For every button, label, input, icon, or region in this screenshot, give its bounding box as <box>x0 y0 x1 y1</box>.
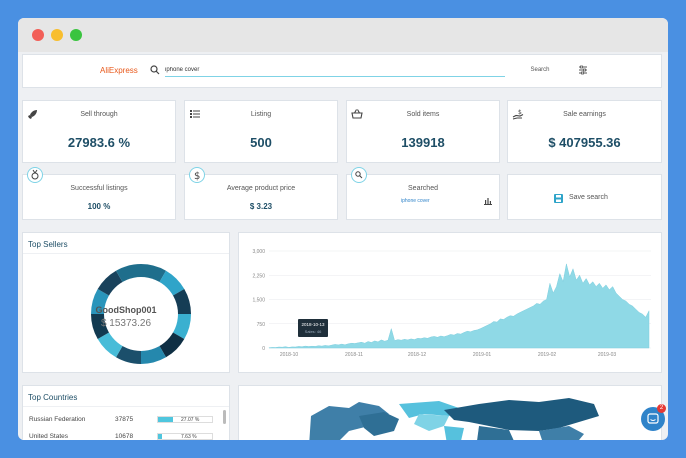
searched-card: Searched iphone cover <box>346 167 500 220</box>
average-price-value: $ 3.23 <box>249 202 273 211</box>
country-count: 10678 <box>115 433 134 440</box>
rocket-icon <box>28 110 37 119</box>
country-bar-fill <box>158 434 163 439</box>
y-tick-label: 2,250 <box>252 273 265 279</box>
sell-through-card: Sell through 27983.6 % <box>22 100 176 163</box>
country-percent: 27.07 % <box>181 417 200 423</box>
medal-icon <box>27 167 43 183</box>
world-map-card <box>238 385 662 440</box>
divider <box>23 253 229 254</box>
y-tick-label: 1,500 <box>252 298 265 304</box>
x-tick-label: 2019-01 <box>473 352 492 358</box>
top-seller-name: GoodShop001 <box>95 305 157 315</box>
maximize-window-button[interactable] <box>70 29 82 41</box>
app-window: AliExpress Search Sell through 27983.6 % <box>18 18 668 440</box>
filter-settings-icon[interactable] <box>578 65 588 75</box>
x-tick-label: 2018-12 <box>408 352 427 358</box>
successful-listings-label: Successful listings <box>70 185 128 192</box>
chat-notification-badge: 2 <box>657 404 666 413</box>
tooltip-sales: Sales: 46 <box>304 329 322 334</box>
minimize-window-button[interactable] <box>51 29 63 41</box>
svg-text:$: $ <box>194 171 200 182</box>
chat-button[interactable]: 2 <box>641 404 666 431</box>
country-count: 37875 <box>115 416 134 423</box>
bar-chart-icon[interactable] <box>484 197 492 205</box>
world-map[interactable] <box>239 386 662 440</box>
close-window-button[interactable] <box>32 29 44 41</box>
sell-through-value: 27983.6 % <box>67 135 131 150</box>
searched-term-link[interactable]: iphone cover <box>401 198 430 204</box>
successful-listings-value: 100 % <box>87 202 111 211</box>
top-seller-value: $ 15373.26 <box>100 318 152 329</box>
save-search-card[interactable]: Save search <box>507 174 662 220</box>
search-input[interactable] <box>165 64 505 77</box>
basket-icon <box>351 109 363 119</box>
sale-earnings-label: Sale earnings <box>563 111 606 118</box>
sold-items-label: Sold items <box>406 111 440 118</box>
top-sellers-donut[interactable] <box>86 259 196 369</box>
list-icon <box>190 110 200 118</box>
top-sellers-card: Top Sellers GoodShop001 $ 15373.26 <box>22 232 230 373</box>
x-tick-label: 2018-10 <box>280 352 299 358</box>
country-name: United States <box>29 433 69 440</box>
money-hand-icon: $ <box>512 109 524 120</box>
y-tick-label: 3,000 <box>252 249 265 255</box>
sold-items-value: 139918 <box>401 135 445 150</box>
chat-icon <box>647 413 659 424</box>
aliexpress-logo: AliExpress <box>100 66 138 75</box>
country-bar-fill <box>158 417 173 422</box>
search-icon <box>150 65 160 75</box>
searched-label: Searched <box>408 185 438 192</box>
country-bar <box>157 433 213 440</box>
y-tick-label: 750 <box>257 322 266 328</box>
country-percent: 7.63 % <box>181 434 197 440</box>
sale-earnings-value: $ 407955.36 <box>548 135 621 150</box>
country-bar <box>157 416 213 423</box>
sell-through-label: Sell through <box>80 111 118 118</box>
listing-card: Listing 500 <box>184 100 338 163</box>
top-countries-card: Top Countries Russian Federation 37875 2… <box>22 385 230 440</box>
top-countries-title: Top Countries <box>28 393 78 402</box>
successful-listings-card: Successful listings 100 % <box>22 167 176 220</box>
sold-items-card: Sold items 139918 <box>346 100 500 163</box>
y-tick-label: 0 <box>262 346 265 352</box>
magnifier-icon <box>351 167 367 183</box>
title-bar <box>18 18 668 52</box>
save-search-label: Save search <box>569 194 608 201</box>
top-sellers-title: Top Sellers <box>28 240 68 249</box>
sales-chart-card: 0 750 1,500 2,250 3,000 2018-10 2018-11 2018-1… <box>238 232 662 373</box>
save-icon <box>554 194 563 203</box>
sales-area-chart[interactable]: 0 750 1,500 2,250 3,000 2018-10 2018-11 2018-1… <box>239 233 663 374</box>
average-price-label: Average product price <box>226 185 296 192</box>
listing-label: Listing <box>250 111 272 118</box>
scrollbar[interactable] <box>223 410 226 424</box>
search-button[interactable]: Search <box>523 63 557 77</box>
average-price-card: $ Average product price $ 3.23 <box>184 167 338 220</box>
sale-earnings-card: $ Sale earnings $ 407955.36 <box>507 100 662 163</box>
tooltip-date: 2018-10-13 <box>301 322 325 327</box>
dollar-icon: $ <box>189 167 205 183</box>
chart-tooltip: 2018-10-13 Sales: 46 <box>298 319 328 337</box>
svg-text:$: $ <box>518 109 522 116</box>
divider <box>23 406 229 407</box>
listing-value: 500 <box>250 135 272 150</box>
sales-area <box>268 263 650 349</box>
x-tick-label: 2019-03 <box>598 352 617 358</box>
search-bar: AliExpress Search <box>22 54 662 88</box>
x-tick-label: 2019-02 <box>538 352 557 358</box>
country-name: Russian Federation <box>29 416 86 423</box>
x-tick-label: 2018-11 <box>345 352 363 358</box>
